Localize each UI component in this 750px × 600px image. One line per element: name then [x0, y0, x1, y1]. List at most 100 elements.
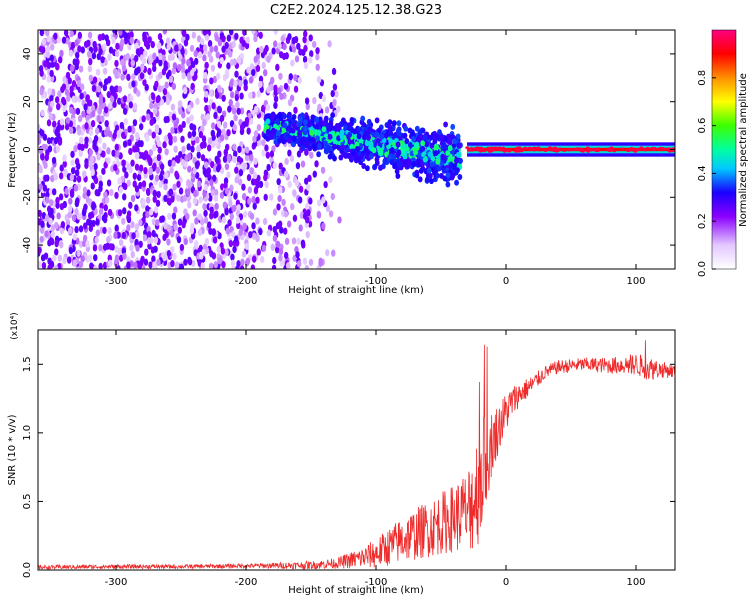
spectrogram-cell [56, 212, 61, 220]
spectrogram-cell [315, 63, 320, 71]
spectrogram-cell [95, 68, 101, 76]
spectrogram-cell [176, 236, 182, 244]
spectrogram-cell [356, 133, 362, 140]
spectrogram-cell [233, 150, 238, 158]
spectrogram-cell [119, 121, 124, 130]
snr-ytick-label: 0.5 [22, 493, 33, 509]
chart-title: C2E2.2024.125.12.38.G23 [270, 3, 442, 18]
spectrogram-cell [293, 74, 298, 82]
spectrogram-cell [68, 126, 74, 135]
spectrogram-cell [502, 149, 507, 153]
spectrogram-cell [263, 193, 268, 201]
spectrogram-cell [308, 34, 313, 42]
spectrogram-cell [77, 31, 83, 39]
spectrogram-xtick-label: 100 [626, 276, 645, 287]
spectrogram-xtick-label: -100 [365, 276, 388, 287]
spectrogram-cell [173, 206, 178, 214]
spectrogram-cell [121, 131, 126, 139]
spectrogram-cell [364, 153, 370, 160]
spectrogram-cell [171, 113, 177, 121]
spectrogram-cell [185, 189, 191, 197]
spectrogram-cell [236, 107, 241, 115]
spectrogram-cell [83, 222, 88, 230]
spectrogram-cell [263, 69, 268, 77]
spectrogram-cell [454, 179, 459, 186]
spectrogram-cell [293, 85, 299, 93]
spectrogram-cell [454, 157, 459, 164]
spectrogram-cell [88, 148, 93, 156]
spectrogram-ytick-label: 40 [22, 48, 33, 61]
spectrogram-cell [159, 163, 165, 171]
spectrogram-cell [213, 261, 218, 269]
spectrogram-cell [46, 75, 51, 83]
spectrogram-cell [100, 115, 105, 123]
spectrogram-cell [180, 159, 186, 167]
spectrogram-cell [207, 39, 213, 48]
spectrogram-cell [272, 234, 278, 242]
spectrogram-cell [316, 199, 322, 207]
spectrogram-cell [213, 139, 219, 147]
spectrogram-cell [321, 222, 326, 230]
spectrogram-cell [281, 138, 287, 145]
spectrogram-cell [93, 135, 99, 143]
spectrogram-cell [585, 149, 590, 153]
spectrogram-cell [414, 169, 420, 176]
spectrogram-cell [167, 54, 173, 62]
spectrogram-cell [134, 223, 140, 231]
spectrogram-cell [161, 54, 166, 62]
spectrogram-cell [179, 243, 185, 252]
spectrogram-cell [457, 157, 463, 164]
spectrogram-cell [127, 125, 132, 133]
spectrogram-cell [220, 247, 226, 255]
spectrogram-cell [92, 76, 98, 84]
spectrogram-cell [552, 148, 557, 152]
spectrogram-cell [80, 83, 85, 91]
spectrogram-cell [244, 242, 250, 251]
spectrogram-cell [211, 228, 216, 236]
spectrogram-cell [204, 61, 209, 69]
spectrogram-cell [91, 84, 97, 93]
spectrogram-cell [332, 83, 338, 91]
spectrogram-cell [255, 234, 260, 243]
spectrogram-cell [309, 129, 315, 136]
spectrogram-cell [96, 85, 102, 93]
spectrogram-cell [54, 240, 59, 248]
spectrogram-cell [441, 167, 447, 174]
spectrogram-cell [181, 30, 187, 37]
spectrogram-cell [200, 38, 205, 46]
spectrogram-cell [306, 209, 311, 217]
spectrogram-cell [137, 262, 143, 269]
spectrogram-cell [144, 83, 149, 92]
spectrogram-cell [163, 183, 168, 191]
spectrogram-cell [143, 39, 149, 48]
spectrogram-cell [69, 188, 75, 197]
spectrogram-cell [158, 173, 164, 181]
spectrogram-cell [102, 84, 108, 92]
spectrogram-cell [411, 161, 417, 168]
spectrogram-cell [496, 147, 501, 151]
spectrogram-cell [354, 141, 360, 148]
spectrogram-cell [286, 262, 291, 269]
spectrogram-cell [340, 144, 346, 151]
spectrogram-cell [87, 31, 93, 39]
spectrogram-cell [290, 59, 295, 67]
spectrogram-cell [258, 31, 263, 39]
spectrogram-cell [316, 76, 322, 84]
spectrogram-cell [635, 148, 640, 152]
spectrogram-cell [90, 119, 96, 128]
spectrogram-cell [42, 133, 48, 141]
spectrogram-cell [199, 252, 204, 260]
spectrogram-cell [293, 106, 298, 114]
spectrogram-cell [411, 135, 417, 142]
spectrogram-cell [174, 44, 179, 52]
snr-xtick-label: 0 [503, 577, 509, 588]
spectrogram-cell [46, 35, 51, 43]
spectrogram-cell [232, 58, 237, 66]
spectrogram-cell [306, 136, 312, 143]
spectrogram-cell [68, 49, 74, 57]
spectrogram-cell [117, 85, 123, 93]
spectrogram-cell [269, 83, 274, 92]
spectrogram-cell [490, 147, 495, 151]
spectrogram-cell [292, 214, 298, 222]
spectrogram-cell [38, 209, 42, 217]
